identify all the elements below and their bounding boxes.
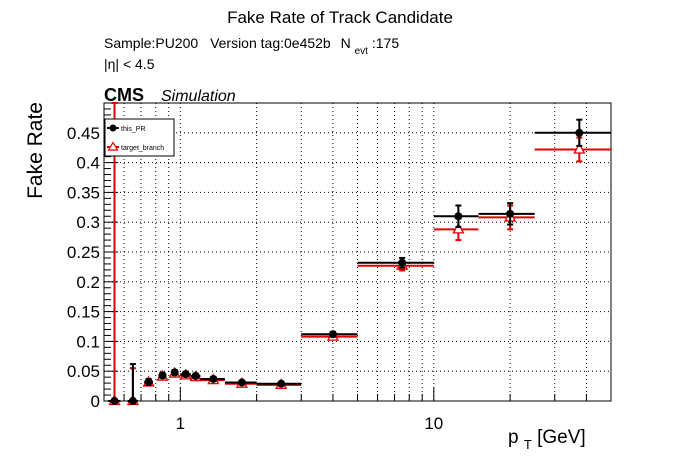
version-label: Version tag:0e452b: [210, 35, 331, 51]
series-this-pr: [108, 118, 611, 405]
data-point: [158, 371, 167, 380]
y-tick-label: 0.2: [76, 273, 100, 292]
x-tick-label: 1: [176, 414, 185, 433]
axes: 0 0.05 0.1 0.15 0.2 0.25 0.3 0.35 0.4 0.45 1 10: [67, 102, 612, 433]
data-point: [328, 330, 337, 339]
y-tick-label: 0.3: [76, 213, 100, 232]
legend-label-target-branch: target_branch: [121, 145, 164, 152]
chart-title: Fake Rate of Track Candidate: [227, 8, 453, 27]
data-point: [454, 212, 463, 221]
data-point: [181, 370, 190, 379]
x-axis-label-sub: T: [524, 437, 532, 452]
x-tick-label: 10: [424, 414, 443, 433]
y-tick-label: 0: [91, 392, 100, 411]
info-line-1: Sample:PU200 Version tag:0e452b N evt :1…: [104, 35, 399, 57]
plot-frame: [103, 102, 612, 402]
data-point: [170, 368, 179, 377]
cms-label: CMS: [104, 85, 144, 105]
y-tick-label: 0.4: [76, 154, 100, 173]
data-point: [144, 377, 153, 386]
y-tick-label: 0.1: [76, 332, 100, 351]
nevt-label-sub: evt: [355, 46, 369, 57]
y-tick-label: 0.35: [67, 183, 100, 202]
y-tick-label: 0.15: [67, 303, 100, 322]
data-point: [209, 374, 218, 383]
data-point: [573, 142, 586, 154]
legend-label-this-pr: this_PR: [121, 126, 146, 133]
nevt-label-main: N: [341, 35, 351, 51]
simulation-label: Simulation: [161, 88, 236, 105]
data-point: [191, 371, 200, 380]
y-tick-label: 0.05: [67, 362, 100, 381]
sample-label: Sample:PU200: [104, 35, 198, 51]
data-point: [110, 397, 119, 405]
legend-marker-target-branch: [107, 141, 119, 151]
data-point: [506, 209, 515, 218]
legend: this_PR target_branch: [104, 118, 175, 157]
y-tick-label: 0.45: [67, 124, 100, 143]
y-axis-label: Fake Rate: [24, 102, 47, 199]
data-point: [452, 222, 465, 234]
nevt-value: :175: [372, 35, 399, 51]
data-marks: [108, 102, 611, 406]
legend-marker-this-pr: [109, 124, 117, 132]
x-axis-label-unit: [GeV]: [537, 427, 586, 448]
x-axis-label: p T [GeV]: [508, 427, 586, 454]
data-point: [237, 378, 246, 387]
x-axis-label-main: p: [508, 427, 519, 448]
data-point: [128, 397, 137, 405]
y-tick-label: 0.25: [67, 243, 100, 262]
data-point: [398, 258, 407, 267]
eta-cut-label: |η| < 4.5: [104, 56, 155, 72]
data-point: [277, 379, 286, 388]
data-point: [575, 128, 584, 137]
